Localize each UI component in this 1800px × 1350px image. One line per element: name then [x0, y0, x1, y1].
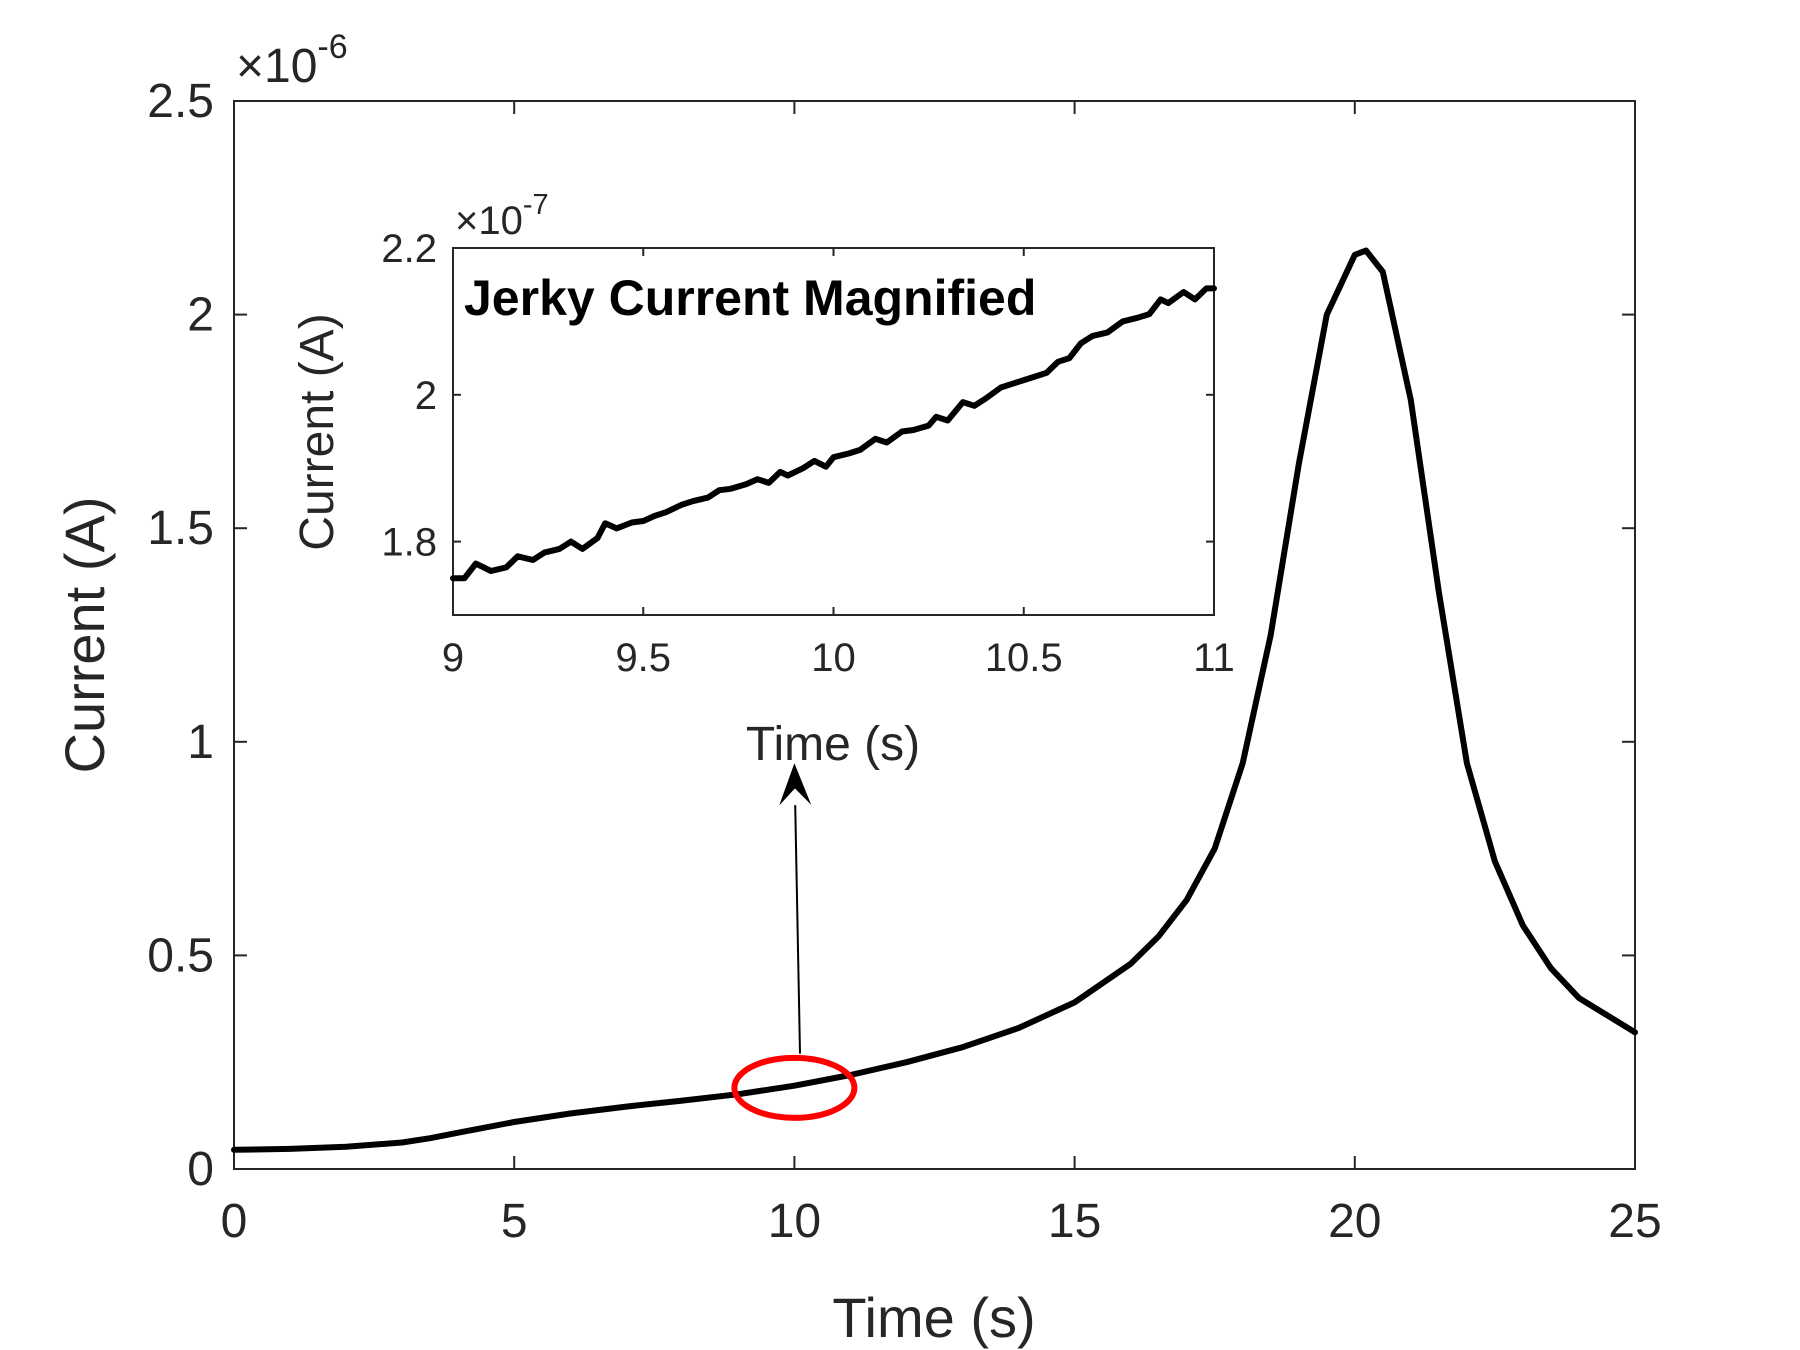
main-y-tick-label: 1 — [187, 716, 214, 769]
main-x-tick-label: 15 — [1048, 1195, 1101, 1248]
main-x-axis-label: Time (s) — [832, 1286, 1035, 1349]
main-y-tick-label: 2 — [187, 289, 214, 342]
zoom-arrow-head — [779, 763, 812, 806]
inset-y-tick-label: 2.2 — [381, 227, 437, 271]
main-x-tick-label: 0 — [221, 1195, 248, 1248]
main-ticks: 0 5 10 15 20 25 0 0.5 1 1.5 2 2.5 — [147, 75, 1661, 1248]
main-y-tick-label: 2.5 — [147, 75, 214, 128]
inset-y-exponent: ×10-7 — [455, 189, 549, 243]
inset-y-axis-label: Current (A) — [291, 313, 344, 550]
inset-x-tick-label: 10.5 — [985, 636, 1063, 680]
inset-x-tick-label: 9 — [442, 636, 464, 680]
main-y-axis-label: Current (A) — [53, 497, 116, 774]
main-x-tick-label: 5 — [501, 1195, 528, 1248]
main-axes: 0 5 10 15 20 25 0 0.5 1 1.5 2 2.5 Time (s) Current … — [53, 28, 1662, 1349]
inset-y-tick-label: 1.8 — [381, 521, 437, 565]
inset-y-tick-label: 2 — [415, 374, 437, 418]
inset-axes: 9 9.5 10 10.5 11 1.8 2 2.2 Jerky Current Magnif… — [291, 189, 1235, 771]
inset-ticks: 9 9.5 10 10.5 11 1.8 2 2.2 — [381, 227, 1234, 680]
main-x-tick-label: 10 — [768, 1195, 821, 1248]
main-y-exponent: ×10-6 — [236, 28, 348, 93]
main-y-exponent-power: -6 — [317, 28, 347, 66]
main-x-tick-label: 25 — [1608, 1195, 1661, 1248]
main-y-tick-label: 1.5 — [147, 502, 214, 555]
inset-plot-box — [452, 247, 1215, 616]
zoom-arrow-line — [794, 805, 802, 1054]
inset-x-tick-label: 9.5 — [615, 636, 671, 680]
inset-y-exponent-power: -7 — [523, 189, 549, 221]
inset-x-axis-label: Time (s) — [746, 718, 920, 771]
main-current-line — [231, 247, 1638, 1153]
inset-x-tick-label: 11 — [1193, 636, 1235, 680]
main-x-tick-label: 20 — [1328, 1195, 1381, 1248]
inset-x-tick-label: 10 — [811, 636, 856, 680]
inset-title: Jerky Current Magnified — [464, 270, 1036, 326]
inset-current-line — [450, 285, 1217, 582]
main-y-tick-label: 0.5 — [147, 929, 214, 982]
main-y-tick-label: 0 — [187, 1143, 214, 1196]
highlight-ellipse — [731, 1054, 858, 1121]
